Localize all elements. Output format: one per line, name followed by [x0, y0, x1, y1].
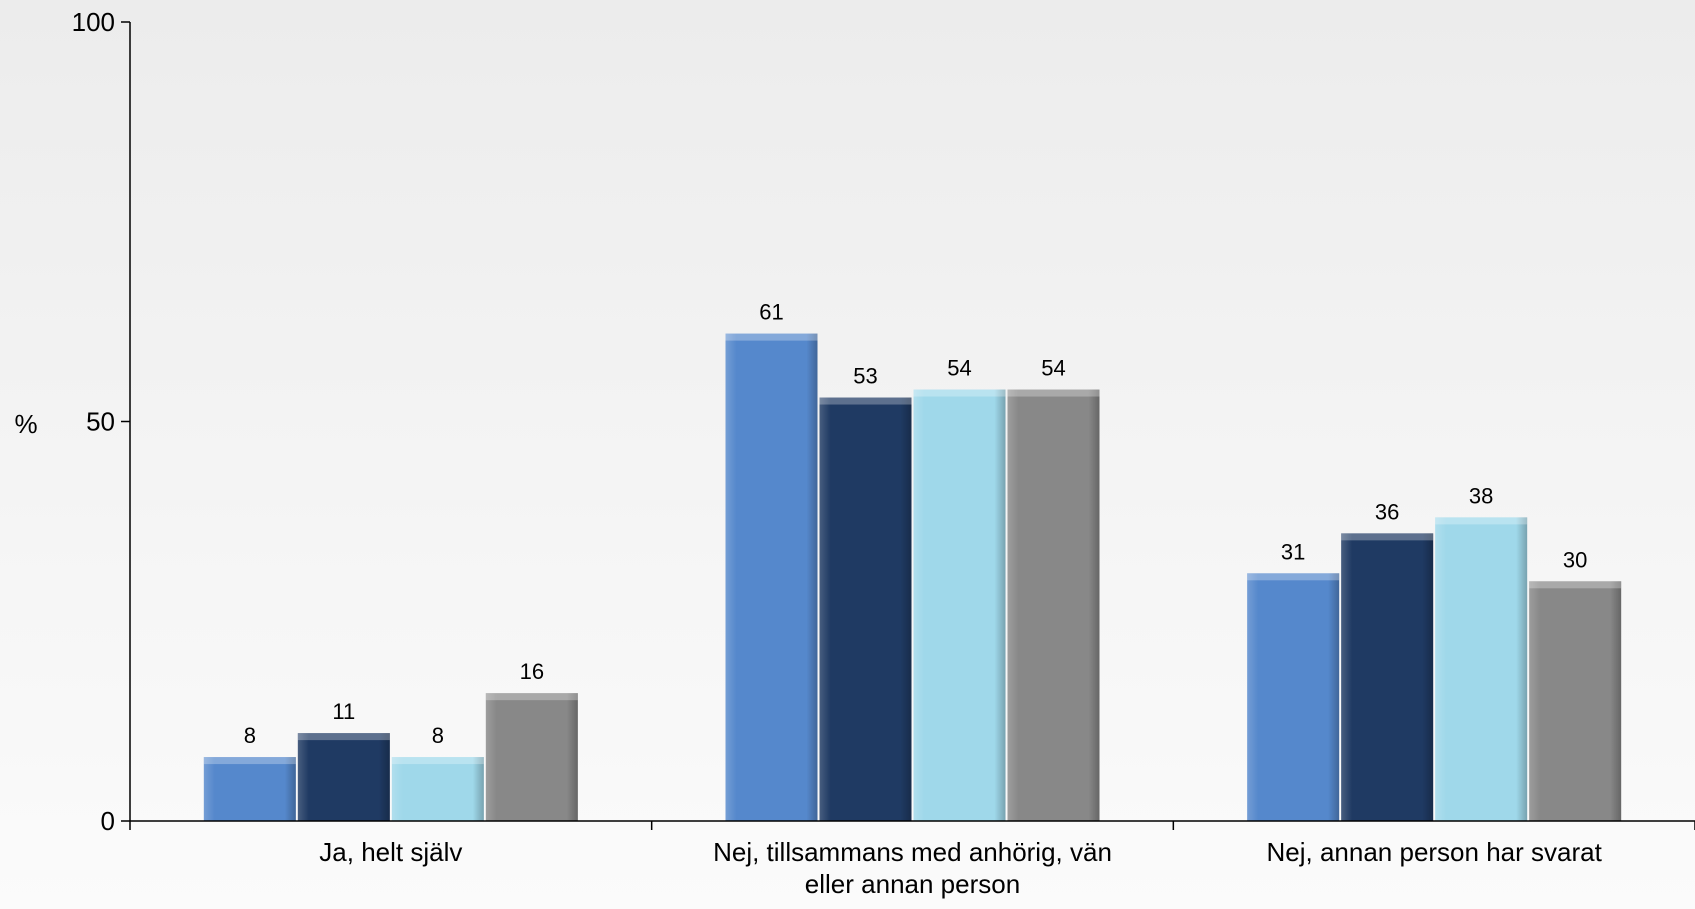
- data-label: 61: [759, 300, 783, 325]
- data-label: 54: [1041, 356, 1065, 381]
- data-label: 54: [947, 356, 971, 381]
- x-category-label-line: Nej, tillsammans med anhörig, vän: [713, 837, 1112, 867]
- bar-highlight: [297, 733, 390, 741]
- x-category-label-line: Nej, annan person har svarat: [1267, 837, 1603, 867]
- x-category-label: Ja, helt själv: [319, 837, 462, 867]
- bar-shade: [203, 757, 296, 821]
- bar-shade: [1007, 389, 1100, 821]
- labels-layer: 0 50 100 Ja, helt själv Nej, tillsammans med…: [72, 7, 1695, 899]
- bar-highlight: [391, 757, 484, 765]
- data-label: 8: [244, 723, 256, 748]
- data-label: 8: [432, 723, 444, 748]
- data-label: 16: [520, 659, 544, 684]
- bar-highlight: [1247, 573, 1340, 581]
- data-label: 38: [1469, 483, 1493, 508]
- x-category-label-line: Ja, helt själv: [319, 837, 462, 867]
- y-axis-title: %: [14, 409, 37, 439]
- bar-highlight: [913, 389, 1006, 397]
- bars-layer: [203, 333, 1622, 821]
- data-label: 31: [1281, 539, 1305, 564]
- x-category-label-line: eller annan person: [805, 869, 1020, 899]
- y-tick-label: 100: [72, 7, 115, 37]
- bar-highlight: [725, 333, 818, 341]
- y-tick-label: 50: [86, 407, 115, 437]
- data-label: 30: [1563, 547, 1587, 572]
- bar-shade: [297, 733, 390, 821]
- bar-shade: [1435, 517, 1528, 821]
- y-tick-label: 0: [101, 806, 115, 836]
- bar-highlight: [1007, 389, 1100, 397]
- x-category-label: Nej, annan person har svarat: [1267, 837, 1603, 867]
- bar-highlight: [203, 757, 296, 765]
- bar-highlight: [819, 397, 912, 405]
- bar-shade: [1529, 581, 1622, 821]
- bar-shade: [485, 693, 578, 821]
- x-category-label: Nej, tillsammans med anhörig, vän eller a…: [713, 837, 1112, 899]
- bar-highlight: [1435, 517, 1528, 525]
- bar-highlight: [485, 693, 578, 701]
- bar-shade: [819, 397, 912, 821]
- data-label: 11: [332, 699, 355, 724]
- bar-shade: [1341, 533, 1434, 821]
- bar-shade: [1247, 573, 1340, 821]
- bar-shade: [391, 757, 484, 821]
- bar-highlight: [1529, 581, 1622, 589]
- bar-highlight: [1341, 533, 1434, 541]
- bar-shade: [725, 333, 818, 821]
- data-label: 36: [1375, 499, 1399, 524]
- bar-shade: [913, 389, 1006, 821]
- data-label: 53: [853, 364, 877, 389]
